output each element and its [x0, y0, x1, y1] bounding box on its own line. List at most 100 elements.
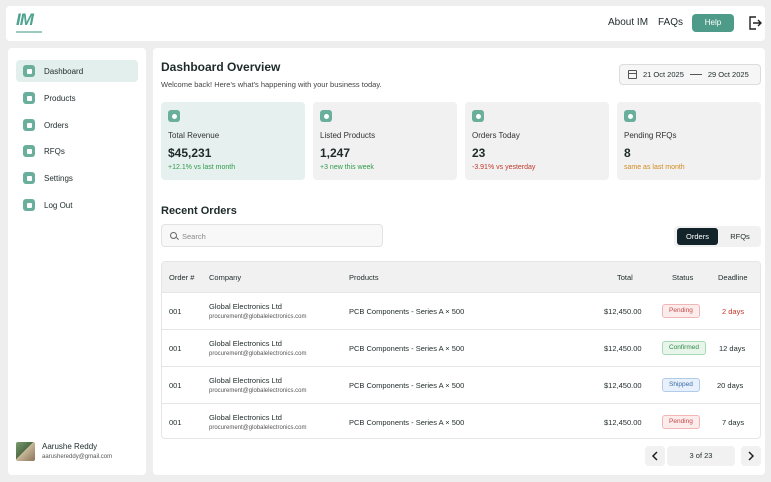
page-subtitle: Welcome back! Here's what's happening wi…	[161, 80, 382, 89]
search-input[interactable]	[182, 229, 377, 243]
user-email: aarushereddy@gmail.com	[42, 454, 113, 460]
sidebar-item-label: Dashboard	[44, 66, 84, 76]
order-total: $12,450.00	[604, 307, 642, 316]
table-header: Order # Company Products Total Status De…	[162, 262, 760, 292]
column-header[interactable]: Order #	[169, 273, 195, 282]
box-icon	[320, 110, 332, 122]
stat-label: Total Revenue	[168, 131, 220, 140]
stat-delta: +3 new this week	[320, 164, 374, 171]
column-header[interactable]: Deadline	[718, 273, 748, 282]
search-icon	[170, 232, 177, 239]
logo[interactable]: IM	[16, 11, 44, 37]
section-title: Recent Orders	[161, 205, 237, 217]
sidebar-item-label: Products	[44, 93, 76, 103]
gear-icon	[23, 172, 35, 184]
chevron-left-icon	[651, 451, 658, 461]
order-number: 001	[169, 381, 182, 390]
page-title: Dashboard Overview	[161, 60, 281, 74]
date-end: 29 Oct 2025	[707, 70, 749, 79]
user-profile[interactable]: Aarushe Reddy aarushereddy@gmail.com	[16, 440, 141, 464]
status-badge: Pending	[662, 415, 700, 429]
dollar-icon	[168, 110, 180, 122]
stat-delta: +12.1% vs last month	[168, 164, 236, 171]
next-page-button[interactable]	[741, 446, 761, 466]
order-number: 001	[169, 344, 182, 353]
stat-label: Pending RFQs	[624, 131, 677, 140]
stat-delta: same as last month	[624, 164, 685, 171]
logout-icon[interactable]	[747, 15, 763, 31]
date-range-picker[interactable]: 21 Oct 2025 29 Oct 2025	[619, 64, 761, 85]
product: PCB Components - Series A × 500	[349, 381, 465, 390]
clip-icon	[472, 110, 484, 122]
status-badge: Shipped	[662, 378, 700, 392]
products-icon	[23, 92, 35, 104]
stat-card-orders: Orders Today 23 -3.91% vs yesterday	[465, 102, 609, 180]
sidebar-item-orders[interactable]: Orders	[16, 114, 138, 136]
nav-about[interactable]: About IM	[608, 17, 649, 28]
column-header[interactable]: Total	[617, 273, 633, 282]
date-separator	[689, 74, 702, 75]
chevron-right-icon	[748, 451, 755, 461]
sidebar-item-rfqs[interactable]: RFQs	[16, 140, 138, 162]
user-name: Aarushe Reddy	[42, 442, 98, 451]
table-row[interactable]: 001 Global Electronics Ltd procurement@g…	[162, 403, 760, 438]
orders-icon	[23, 119, 35, 131]
stat-value: 1,247	[320, 146, 351, 160]
pagination-info: 3 of 23	[667, 446, 735, 466]
product: PCB Components - Series A × 500	[349, 307, 465, 316]
stat-value: 23	[472, 146, 486, 160]
company-email: procurement@globalelectronics.com	[209, 388, 307, 394]
stat-label: Listed Products	[320, 131, 376, 140]
nav-faqs[interactable]: FAQs	[658, 17, 684, 28]
company-name: Global Electronics Ltd	[209, 302, 282, 311]
order-total: $12,450.00	[604, 344, 642, 353]
company-email: procurement@globalelectronics.com	[209, 314, 307, 320]
logo-underline	[16, 31, 42, 33]
order-total: $12,450.00	[604, 418, 642, 427]
table-row[interactable]: 001 Global Electronics Ltd procurement@g…	[162, 366, 760, 403]
order-total: $12,450.00	[604, 381, 642, 390]
home-icon	[23, 65, 35, 77]
top-bar: IM About IM FAQs Help	[6, 6, 765, 41]
sidebar: Dashboard Products Orders RFQs Settings …	[8, 48, 146, 475]
logo-text: IM	[16, 10, 34, 29]
column-header[interactable]: Company	[209, 273, 242, 282]
date-start: 21 Oct 2025	[643, 70, 684, 79]
sidebar-item-logout[interactable]: Log Out	[16, 194, 138, 216]
table-row[interactable]: 001 Global Electronics Ltd procurement@g…	[162, 292, 760, 329]
orders-rfqs-toggle: Orders RFQs	[674, 226, 761, 247]
sidebar-item-label: Orders	[44, 120, 69, 130]
orders-table: Order # Company Products Total Status De…	[161, 261, 761, 439]
column-header[interactable]: Products	[349, 273, 379, 282]
sidebar-item-settings[interactable]: Settings	[16, 167, 138, 189]
company-name: Global Electronics Ltd	[209, 413, 282, 422]
prev-page-button[interactable]	[645, 446, 665, 466]
company-name: Global Electronics Ltd	[209, 376, 282, 385]
toggle-orders[interactable]: Orders	[677, 228, 718, 245]
sidebar-item-products[interactable]: Products	[16, 87, 138, 109]
column-header[interactable]: Status	[672, 273, 694, 282]
logout-icon	[23, 199, 35, 211]
product: PCB Components - Series A × 500	[349, 344, 465, 353]
sidebar-item-dashboard[interactable]: Dashboard	[16, 60, 138, 82]
main-panel: Dashboard Overview Welcome back! Here's …	[153, 48, 765, 475]
stat-value: $45,231	[168, 146, 212, 160]
deadline: 12 days	[719, 344, 746, 353]
search-box	[161, 224, 383, 247]
order-number: 001	[169, 307, 182, 316]
status-badge: Pending	[662, 304, 700, 318]
company-name: Global Electronics Ltd	[209, 339, 282, 348]
help-button[interactable]: Help	[692, 14, 734, 32]
rfq-icon	[624, 110, 636, 122]
rfq-icon	[23, 145, 35, 157]
company-email: procurement@globalelectronics.com	[209, 351, 307, 357]
table-row[interactable]: 001 Global Electronics Ltd procurement@g…	[162, 329, 760, 366]
stat-card-products: Listed Products 1,247 +3 new this week	[313, 102, 457, 180]
sidebar-item-label: Log Out	[44, 200, 73, 210]
product: PCB Components - Series A × 500	[349, 418, 465, 427]
company-email: procurement@globalelectronics.com	[209, 425, 307, 431]
status-badge: Confirmed	[662, 341, 706, 355]
toggle-rfqs[interactable]: RFQs	[730, 232, 750, 241]
avatar	[16, 442, 35, 461]
stat-card-revenue: Total Revenue $45,231 +12.1% vs last mon…	[161, 102, 305, 180]
